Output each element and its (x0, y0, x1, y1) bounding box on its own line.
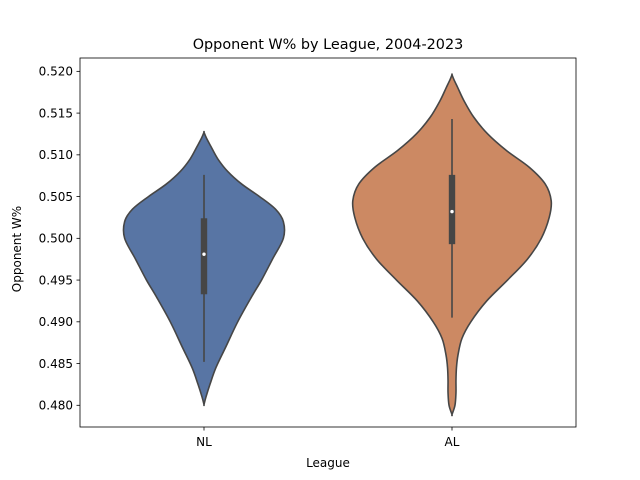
iqr-box-al (448, 174, 456, 245)
x-tick-label-al: AL (445, 435, 460, 449)
median-dot-al (450, 209, 454, 214)
y-axis-title: Opponent W% (10, 206, 24, 292)
x-axis-title: League (306, 456, 350, 470)
chart-title: Opponent W% by League, 2004-2023 (193, 37, 464, 53)
y-tick-label: 0.495 (39, 273, 73, 287)
y-tick-label: 0.485 (39, 357, 73, 371)
y-tick-label: 0.490 (39, 315, 73, 329)
y-tick-label: 0.500 (39, 232, 73, 246)
y-tick-label: 0.480 (39, 399, 73, 413)
ticks-layer: 0.480 0.485 0.490 0.495 0.500 0.505 0.510 0.515… (39, 65, 460, 449)
median-dot-nl (202, 252, 206, 256)
y-tick-label: 0.515 (39, 106, 73, 120)
y-tick-label: 0.510 (39, 148, 73, 162)
x-tick-label-nl: NL (196, 435, 212, 449)
y-tick-label: 0.520 (39, 65, 73, 79)
violins-layer (122, 73, 553, 417)
y-tick-label: 0.505 (39, 190, 73, 204)
plot-frame (79, 57, 577, 428)
iqr-box-nl (200, 218, 208, 295)
